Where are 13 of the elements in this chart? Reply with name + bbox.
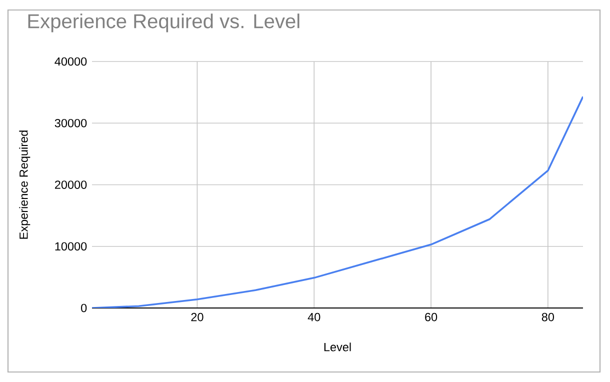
line-series: [92, 96, 583, 308]
y-axis-title: Experience Required: [19, 130, 30, 239]
chart-title: Experience Required vs. Level: [28, 14, 300, 32]
y-tick-label: 0: [81, 304, 87, 312]
y-tick-label: 40000: [54, 57, 87, 66]
x-tick-label: 40: [308, 312, 320, 322]
y-tick-label: 20000: [54, 180, 87, 189]
y-tick-label: 30000: [54, 118, 87, 128]
y-tick-label: 10000: [55, 242, 87, 251]
x-axis-title: Level: [324, 342, 351, 352]
x-tick-label: 80: [542, 312, 554, 322]
x-tick-label: 60: [425, 312, 438, 322]
x-tick-label: 20: [191, 312, 204, 322]
